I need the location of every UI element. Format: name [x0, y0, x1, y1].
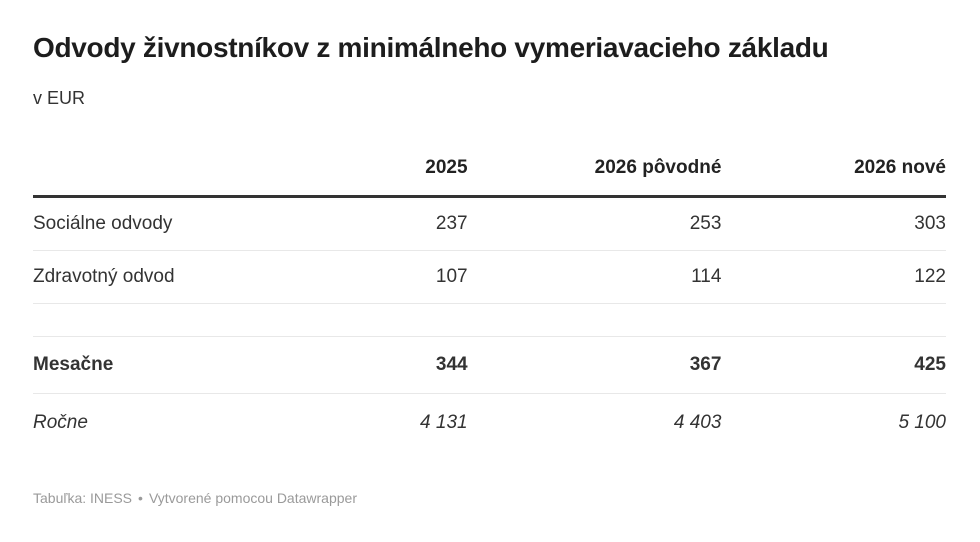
footer-source: Tabuľka: INESS — [33, 490, 133, 506]
cell: 237 — [273, 196, 468, 251]
column-header-2026-nove: 2026 nové — [721, 157, 946, 198]
row-label: Mesačne — [33, 336, 274, 394]
table-title: Odvody živnostníkov z minimálneho vymeri… — [33, 32, 829, 63]
row-label: Sociálne odvody — [33, 196, 274, 251]
cell: 5 100 — [898, 412, 946, 433]
table-row-mesacne: Mesačne 344 367 425 — [33, 336, 946, 394]
row-label — [33, 303, 274, 337]
cell: 107 — [273, 250, 468, 304]
table-body: Sociálne odvody 237 253 303 Zdravotný od… — [33, 196, 946, 450]
cell: 425 — [721, 336, 946, 394]
cell — [467, 303, 722, 337]
table-header: 2025 2026 pôvodné 2026 nové — [33, 157, 946, 198]
footer-separator: • — [138, 490, 143, 506]
cell: 114 — [467, 250, 722, 304]
column-header-2026-povodne: 2026 pôvodné — [467, 157, 722, 198]
cell: 344 — [273, 336, 468, 394]
cell: 253 — [467, 196, 722, 251]
table-row-spacer — [33, 303, 946, 337]
row-label: Zdravotný odvod — [33, 250, 274, 304]
cell: 4 131 — [420, 412, 468, 433]
table-footer: Tabuľka: INESS • Vytvorené pomocou Datawra… — [33, 490, 357, 507]
table-row-socialne-odvody: Sociálne odvody 237 253 303 — [33, 196, 946, 251]
table-row-zdravotny-odvod: Zdravotný odvod 107 114 122 — [33, 250, 946, 304]
cell — [721, 303, 946, 337]
cell: 367 — [467, 336, 722, 394]
cell — [273, 303, 468, 337]
cell: 303 — [721, 196, 946, 251]
cell: 4 403 — [673, 412, 722, 433]
column-header-2025: 2025 — [273, 157, 468, 198]
datawrapper-attribution-link[interactable]: Vytvorené pomocou Datawrapper — [148, 490, 357, 506]
header-row: 2025 2026 pôvodné 2026 nové — [33, 157, 946, 198]
table-subtitle: v EUR — [33, 88, 86, 108]
column-header-empty — [33, 157, 274, 198]
data-table: 2025 2026 pôvodné 2026 nové Sociálne odv… — [33, 157, 946, 449]
row-label: Ročne — [33, 412, 88, 433]
table-row-rocne: Ročne 4 131 4 403 5 100 — [33, 394, 946, 450]
table-widget: Odvody živnostníkov z minimálneho vymeri… — [33, 32, 946, 449]
cell: 122 — [721, 250, 946, 304]
